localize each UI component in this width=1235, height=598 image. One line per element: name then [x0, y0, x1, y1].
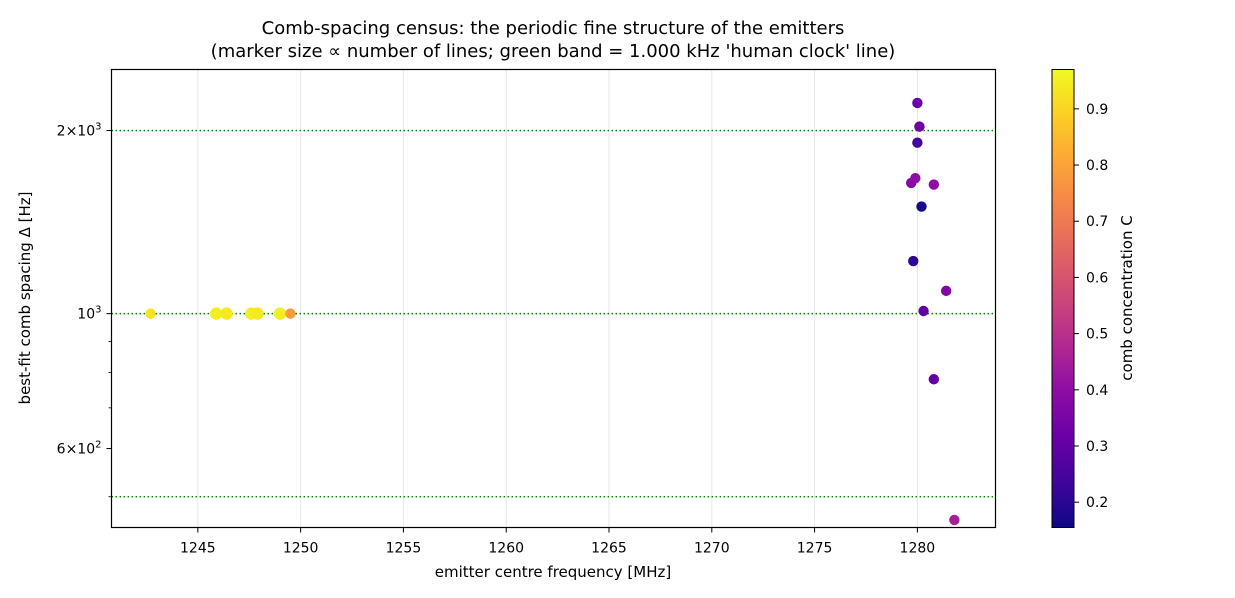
scatter-point [914, 121, 925, 132]
scatter-point [940, 285, 952, 297]
scatter-points [145, 97, 960, 526]
scatter-point [928, 179, 940, 190]
scatter-point [916, 201, 927, 212]
y-tick-label: 103 [77, 305, 101, 323]
y-tick-label: 6×102 [57, 440, 102, 458]
x-tick-label: 1270 [694, 541, 730, 557]
scatter-point [918, 305, 929, 317]
colorbar-tick-label: 0.2 [1086, 495, 1108, 511]
colorbar-ticks: 0.2 0.3 0.4 0.5 0.6 0.7 0.8 0.9 [1074, 102, 1108, 511]
x-tick-label: 1250 [283, 541, 319, 557]
colorbar-tick-label: 0.7 [1086, 214, 1108, 230]
scatter-point [910, 172, 921, 184]
chart-title: Comb-spacing census: the periodic fine s… [262, 18, 845, 39]
colorbar-tick-label: 0.8 [1086, 158, 1108, 174]
colorbar-label: comb concentration C [1118, 215, 1136, 380]
colorbar-tick-label: 0.9 [1086, 102, 1108, 118]
chart-subtitle: (marker size ∝ number of lines; green ba… [211, 41, 896, 62]
scatter-point [908, 255, 919, 267]
y-tick-label: 2×103 [57, 122, 102, 140]
x-tick-label: 1275 [797, 541, 833, 557]
scatter-point [145, 308, 156, 319]
y-axis-ticks: 6×102 103 2×103 [57, 122, 112, 498]
y-axis-label: best-fit comb spacing Δ [Hz] [16, 192, 34, 405]
scatter-point [285, 308, 296, 319]
x-tick-label: 1265 [591, 541, 627, 557]
colorbar-tick-label: 0.4 [1086, 383, 1108, 399]
scatter-point [912, 97, 923, 109]
plot-frame [110, 68, 997, 529]
colorbar-tick-label: 0.3 [1086, 439, 1108, 455]
colorbar-tick-label: 0.6 [1086, 270, 1108, 286]
x-tick-label: 1245 [180, 541, 216, 557]
x-axis-label: emitter centre frequency [MHz] [435, 563, 671, 581]
colorbar [1051, 69, 1075, 528]
reference-lines [111, 129, 996, 498]
scatter-point [210, 307, 223, 320]
scatter-point [928, 374, 940, 385]
x-tick-label: 1255 [386, 541, 422, 557]
grid-lines [197, 69, 918, 528]
scatter-point [912, 137, 923, 148]
colorbar-tick-label: 0.5 [1086, 327, 1108, 343]
scatter-point [949, 514, 960, 526]
scatter-point [273, 307, 287, 320]
scatter-point [220, 307, 233, 320]
x-tick-label: 1280 [900, 541, 936, 557]
x-axis-ticks: 1245 1250 1255 1260 1265 1270 1275 1280 [180, 527, 936, 557]
x-tick-label: 1260 [488, 541, 524, 557]
scatter-point [251, 307, 264, 320]
